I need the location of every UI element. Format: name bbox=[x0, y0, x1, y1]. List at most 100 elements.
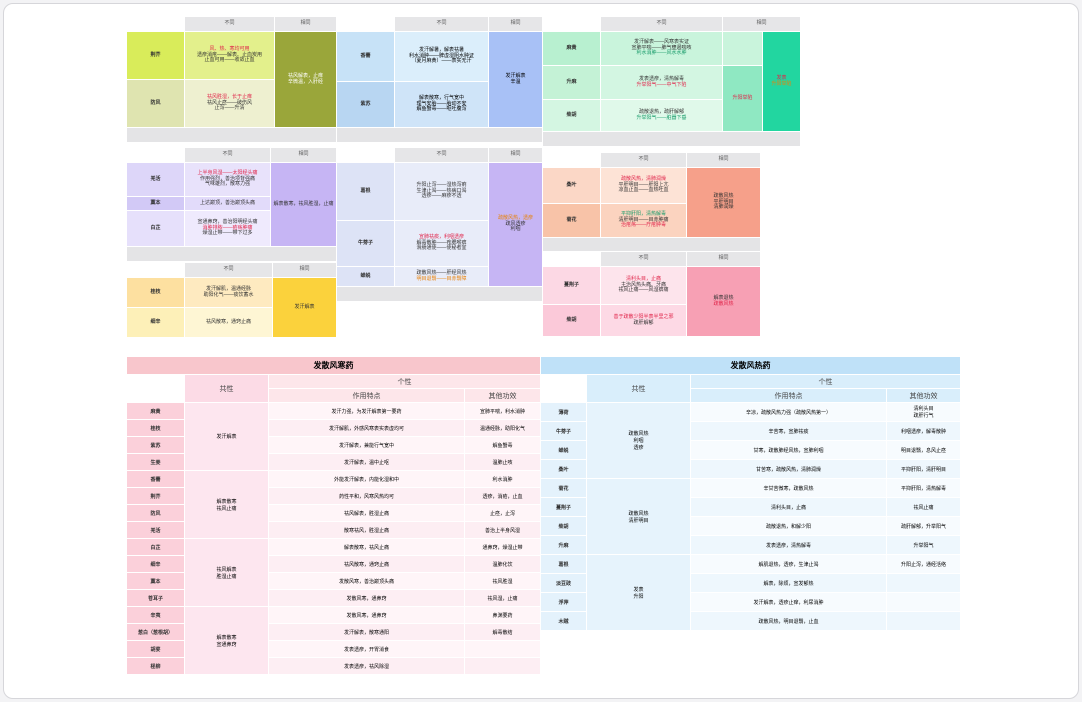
effect-feature: 辛凉，疏散风热力强（疏散风热第一） bbox=[690, 402, 887, 422]
common-property: 发表 升阳 bbox=[586, 554, 691, 631]
herb-name: 羌活 bbox=[126, 521, 185, 539]
header-blank bbox=[542, 152, 601, 168]
herb-name: 柽柳 bbox=[126, 657, 185, 675]
effect-feature: 发散风寒，通鼻窍 bbox=[268, 589, 465, 607]
herb-name: 紫苏 bbox=[336, 81, 395, 128]
herb-diff-cell: 疏散退热，疏肝解郁 升举阳气——脏器下垂 bbox=[600, 99, 723, 132]
header-blank bbox=[126, 147, 185, 163]
herb-name: 菊花 bbox=[540, 478, 587, 498]
document-canvas: 不同 相同 荆芥 风、热、寒均可用 透疹消疮——解表、止血炭用 止血可用——收敛… bbox=[3, 3, 1079, 699]
herb-name: 淡豆豉 bbox=[540, 573, 587, 593]
summary-row: 木贼 疏散风热，明目退翳，止血 bbox=[540, 611, 961, 631]
effect-feature: 发散风寒，通鼻窍 bbox=[268, 606, 465, 624]
header-same: 相同 bbox=[721, 16, 802, 32]
herb-diff-cell: 善于疏散少阳半表半里之邪 疏肝解郁 bbox=[600, 304, 687, 337]
effect-feature: 解肌退热，透疹，生津止渴 bbox=[690, 554, 887, 574]
header-different: 不同 bbox=[184, 16, 275, 32]
other-effect: 祛风胜湿 bbox=[464, 572, 541, 590]
herb-diff-cell: 宣通鼻窍，善治阳明经头痛 消肿排脓——疮疡肿痛 燥湿止带——带下过多 bbox=[184, 210, 271, 247]
effect-feature: 发散风寒，善治巅顶头痛 bbox=[268, 572, 465, 590]
effect-feature: 发表透疹，祛风除湿 bbox=[268, 657, 465, 675]
summary-title: 发散风热药 bbox=[540, 356, 961, 375]
effect-feature: 辛苦寒，宣肺祛痰 bbox=[690, 421, 887, 441]
effect-feature: 外能发汗解表，内能化湿和中 bbox=[268, 470, 465, 488]
summary-table-wind-cold: 发散风寒药 共性 个性 作用特点 其他功效 麻黄 发汗解表 发汗力强，为发汗解表第一… bbox=[126, 356, 541, 675]
common-property: 疏散风热 利咽 透疹 bbox=[586, 402, 691, 479]
herb-diff-cell: 发表透疹，清热解毒 升举阳气——中气下陷 bbox=[600, 65, 723, 100]
herb-diff-cell: 发汗解暑，解表祛暑 利水消肿——脾虚湿阻水肿证 （夏月麻黄）——表实无汗 bbox=[394, 31, 489, 82]
header-blank bbox=[542, 16, 601, 32]
herb-name: 菊花 bbox=[542, 203, 601, 238]
herb-same-cell bbox=[722, 31, 763, 66]
herb-diff-cell: 发汗解表——风寒表实证 宣肺平喘——肺气壅遏喘咳 利水消肿——风水水肿 bbox=[600, 31, 723, 66]
herb-diff-cell: 发汗解肌，温通经脉 助阳化气——痰饮蓄水 bbox=[184, 277, 273, 308]
effect-feature: 解表，除烦，宣发郁热 bbox=[690, 573, 887, 593]
other-effect: 升举阳气 bbox=[886, 535, 961, 555]
other-effect: 清利头目 疏肝行气 bbox=[886, 402, 961, 422]
other-effect: 明目退翳，息风止痉 bbox=[886, 440, 961, 460]
herb-name: 葛根 bbox=[336, 162, 395, 221]
other-effect: 止痉，止泻 bbox=[464, 504, 541, 522]
table-footer bbox=[126, 127, 337, 143]
table-footer bbox=[126, 246, 337, 262]
common-property: 发汗解表 bbox=[184, 402, 269, 471]
header-other: 其他功效 bbox=[464, 388, 541, 403]
other-effect: 祛风止痛 bbox=[886, 497, 961, 517]
header-common: 共性 bbox=[184, 374, 269, 403]
other-effect: 鼻渊要药 bbox=[464, 606, 541, 624]
effect-feature: 祛风解表，胜湿止痛 bbox=[268, 504, 465, 522]
herb-name: 桑叶 bbox=[542, 167, 601, 204]
effect-feature: 发汗解肌，外感风寒表实表虚均可 bbox=[268, 419, 465, 437]
summary-title: 发散风寒药 bbox=[126, 356, 541, 375]
herb-diff-cell: 升阳止泻——湿热泻痢 生津止渴——热病口渴 透疹——麻疹不透 bbox=[394, 162, 489, 221]
table-footer bbox=[336, 286, 543, 302]
effect-feature: 发汗解表，兼能行气宽中 bbox=[268, 436, 465, 454]
herb-same-cell: 解表退热 疏散风热 bbox=[686, 266, 761, 337]
other-effect: 温通经脉，助阳化气 bbox=[464, 419, 541, 437]
other-effect: 宣肺平喘，利水消肿 bbox=[464, 402, 541, 420]
effect-feature: 发表透疹，开胃消食 bbox=[268, 640, 465, 658]
herb-name: 柴胡 bbox=[542, 99, 601, 132]
header-blank bbox=[126, 262, 185, 278]
header-same: 相同 bbox=[488, 147, 543, 163]
herb-name: 细辛 bbox=[126, 555, 185, 573]
effect-feature: 甘寒，疏散肺经风热，宣肺利咽 bbox=[690, 440, 887, 460]
header-blank bbox=[336, 147, 395, 163]
header-same: 相同 bbox=[686, 251, 761, 267]
summary-row: 辛夷 解表散寒 宣通鼻窍 发散风寒，通鼻窍 鼻渊要药 bbox=[126, 606, 541, 675]
effect-feature: 疏散风热，明目退翳，止血 bbox=[690, 611, 887, 631]
herb-name: 桂枝 bbox=[126, 277, 185, 308]
summary-row: 香薷 解表散寒 祛风止痛 外能发汗解表，内能化湿和中 利水消肿 bbox=[126, 470, 541, 539]
herb-same-cell: 疏散风热，透疹 疏风透疹 利咽 bbox=[488, 162, 543, 287]
other-effect: 平抑肝阳，清肝明目 bbox=[886, 459, 961, 479]
other-effect bbox=[886, 592, 961, 612]
herb-name: 香薷 bbox=[336, 31, 395, 82]
herb-name: 紫苏 bbox=[126, 436, 185, 454]
other-effect: 透疹，消疮，止血 bbox=[464, 487, 541, 505]
effect-feature: 辛甘苦微寒，疏散风热 bbox=[690, 478, 887, 498]
herb-name: 羌活 bbox=[126, 162, 185, 197]
table-footer bbox=[542, 237, 761, 253]
herb-name: 细辛 bbox=[126, 307, 185, 338]
effect-feature: 祛风散寒，通窍止痛 bbox=[268, 555, 465, 573]
other-effect: 善治上半身风湿 bbox=[464, 521, 541, 539]
herb-name: 生姜 bbox=[126, 453, 185, 471]
herb-name: 柴胡 bbox=[542, 304, 601, 337]
summary-row: 紫苏 发汗解表，兼能行气宽中 解鱼蟹毒 bbox=[126, 436, 541, 454]
header-different: 不同 bbox=[600, 16, 723, 32]
herb-diff-cell: 解表散寒，行气宽中 理气安胎——胎动不安 解鱼蟹毒——呕吐腹泻 bbox=[394, 81, 489, 128]
herb-same-cell: 发汗解表 辛温 bbox=[488, 31, 543, 128]
herb-diff-cell: 上达巅顶，善治巅顶头痛 bbox=[184, 196, 271, 211]
herb-name: 白芷 bbox=[126, 538, 185, 556]
herb-diff-cell: 祛风散寒，通窍止痛 bbox=[184, 307, 273, 338]
effect-feature: 发汗解表，温中止呕 bbox=[268, 453, 465, 471]
header-different: 不同 bbox=[600, 251, 687, 267]
herb-name: 木贼 bbox=[540, 611, 587, 631]
herb-name: 蔓荆子 bbox=[540, 497, 587, 517]
summary-row: 菊花 疏散风热 清肝明目 辛甘苦微寒，疏散风热 平抑肝阳，清热解毒 bbox=[540, 478, 961, 555]
header-same: 相同 bbox=[488, 16, 543, 32]
common-property: 解表散寒 宣通鼻窍 bbox=[184, 606, 269, 675]
herb-name: 防风 bbox=[126, 79, 185, 128]
herb-name: 蔓荆子 bbox=[542, 266, 601, 305]
summary-row: 白芷 祛风解表 胜湿止痛 解表散寒，祛风止痛 通鼻窍，燥湿止带 bbox=[126, 538, 541, 607]
